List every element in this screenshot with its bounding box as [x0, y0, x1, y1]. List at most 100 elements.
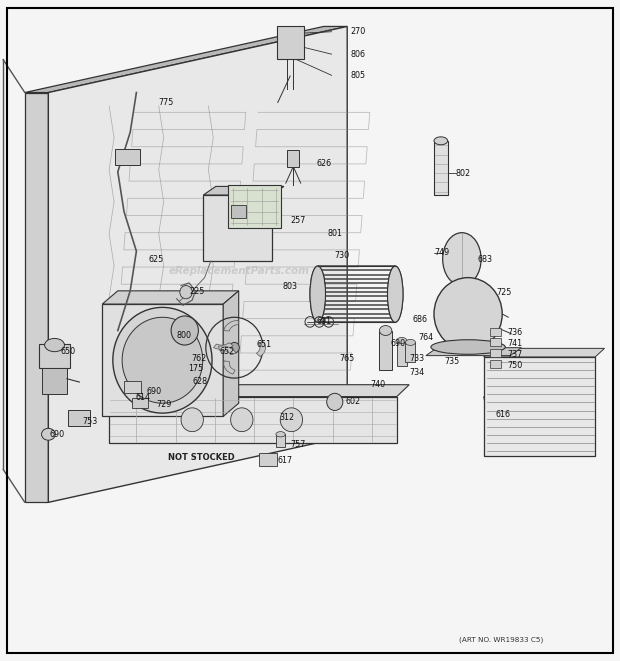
Circle shape: [171, 316, 198, 345]
Bar: [405, 342, 415, 362]
Text: 614: 614: [135, 393, 150, 403]
Ellipse shape: [431, 340, 505, 354]
Text: 628: 628: [192, 377, 207, 386]
Bar: [231, 205, 246, 218]
Polygon shape: [203, 186, 284, 195]
Circle shape: [122, 317, 203, 403]
Polygon shape: [25, 26, 347, 93]
Text: 735: 735: [444, 357, 459, 366]
Bar: [287, 150, 299, 167]
Polygon shape: [108, 397, 397, 443]
Text: 686: 686: [412, 315, 427, 325]
Text: 757: 757: [290, 440, 306, 449]
Bar: [490, 338, 501, 346]
Text: (ART NO. WR19833 C5): (ART NO. WR19833 C5): [459, 637, 543, 643]
Polygon shape: [102, 291, 239, 304]
Text: 730: 730: [335, 251, 350, 260]
Circle shape: [229, 342, 239, 353]
Text: 740: 740: [371, 380, 386, 389]
Text: 736: 736: [507, 328, 522, 337]
Bar: [490, 360, 501, 368]
Polygon shape: [102, 304, 223, 416]
Polygon shape: [218, 346, 236, 355]
Text: 749: 749: [434, 248, 450, 257]
Polygon shape: [223, 291, 239, 416]
Bar: [490, 328, 501, 336]
Text: eReplacementParts.com: eReplacementParts.com: [168, 266, 309, 276]
Ellipse shape: [397, 338, 407, 344]
Bar: [132, 398, 148, 408]
Bar: [277, 26, 304, 59]
Polygon shape: [213, 342, 233, 350]
Ellipse shape: [45, 338, 64, 352]
Bar: [397, 340, 407, 366]
Text: 802: 802: [456, 169, 471, 178]
Ellipse shape: [443, 233, 481, 286]
Text: 270: 270: [350, 27, 366, 36]
Bar: [42, 368, 67, 394]
Text: 617: 617: [278, 456, 293, 465]
Text: 650: 650: [61, 347, 76, 356]
Text: 762: 762: [191, 354, 206, 363]
Text: 737: 737: [507, 350, 523, 360]
Polygon shape: [203, 195, 272, 261]
Bar: [228, 185, 281, 228]
Bar: [490, 349, 501, 357]
Bar: [276, 434, 285, 447]
Text: 800: 800: [177, 330, 192, 340]
Ellipse shape: [379, 326, 392, 335]
Circle shape: [180, 286, 192, 299]
Text: 312: 312: [279, 413, 294, 422]
Polygon shape: [224, 361, 235, 374]
Text: 733: 733: [410, 354, 425, 363]
Circle shape: [280, 408, 303, 432]
Ellipse shape: [434, 278, 502, 350]
Text: 803: 803: [282, 282, 297, 292]
Text: 750: 750: [507, 361, 523, 370]
Ellipse shape: [310, 266, 326, 322]
Bar: [115, 149, 140, 165]
Text: 734: 734: [410, 368, 425, 377]
Bar: [39, 344, 70, 368]
Text: 690: 690: [146, 387, 161, 396]
Text: 725: 725: [496, 288, 511, 297]
Ellipse shape: [276, 432, 285, 437]
Polygon shape: [484, 357, 595, 456]
Text: 690: 690: [50, 430, 64, 440]
Text: 651: 651: [256, 340, 271, 349]
Text: 625: 625: [149, 254, 164, 264]
Text: 602: 602: [346, 397, 361, 406]
Polygon shape: [484, 348, 604, 357]
Bar: [434, 141, 448, 195]
Text: 775: 775: [158, 98, 174, 107]
Ellipse shape: [405, 340, 415, 345]
Text: 225: 225: [189, 287, 205, 296]
Text: 765: 765: [339, 354, 355, 364]
Ellipse shape: [434, 137, 448, 145]
Circle shape: [327, 393, 343, 410]
Text: 257: 257: [290, 216, 306, 225]
Text: 805: 805: [350, 71, 365, 80]
Text: 652: 652: [219, 347, 235, 356]
Ellipse shape: [388, 266, 403, 322]
Text: 764: 764: [418, 332, 433, 342]
Text: NOT STOCKED: NOT STOCKED: [168, 453, 235, 462]
Polygon shape: [108, 385, 409, 397]
Ellipse shape: [42, 428, 55, 440]
Polygon shape: [25, 93, 48, 502]
Text: 729: 729: [157, 400, 172, 409]
Circle shape: [231, 408, 253, 432]
Text: 690: 690: [391, 339, 405, 348]
Text: 616: 616: [496, 410, 511, 419]
Bar: [259, 453, 277, 466]
Text: 801: 801: [327, 229, 342, 239]
Polygon shape: [224, 320, 239, 331]
Text: 691: 691: [316, 317, 331, 327]
Polygon shape: [48, 26, 347, 502]
Bar: [68, 410, 90, 426]
Bar: [124, 381, 141, 393]
Bar: [379, 330, 392, 370]
Text: 753: 753: [82, 417, 98, 426]
Polygon shape: [426, 348, 521, 356]
Text: 741: 741: [507, 339, 522, 348]
